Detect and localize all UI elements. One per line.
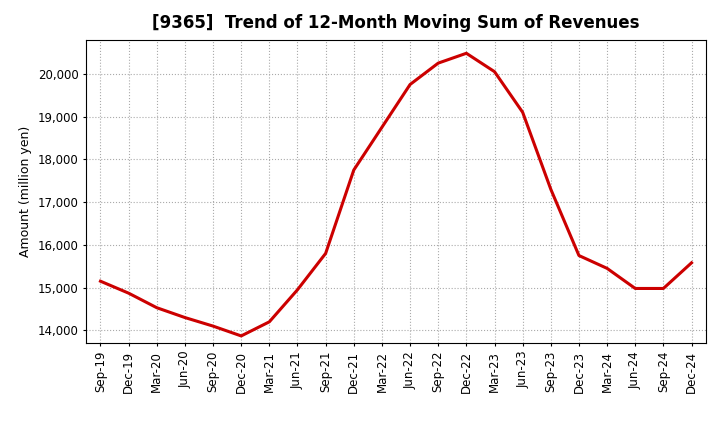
Y-axis label: Amount (million yen): Amount (million yen) (19, 126, 32, 257)
Title: [9365]  Trend of 12-Month Moving Sum of Revenues: [9365] Trend of 12-Month Moving Sum of R… (152, 15, 640, 33)
